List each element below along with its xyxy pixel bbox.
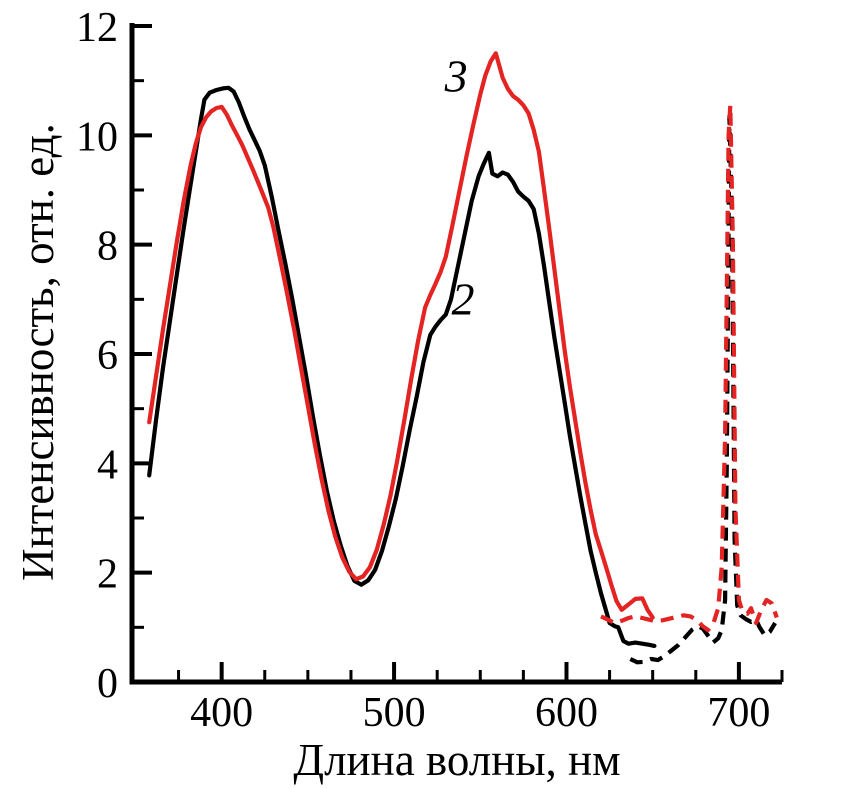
curve-3-dashed [600, 103, 779, 633]
y-axis-major-ticks: 0 2 4 6 8 10 12 [76, 5, 152, 707]
x-tick-label-400: 400 [190, 690, 253, 736]
x-tick-label-600: 600 [535, 690, 598, 736]
y-axis-minor-ticks [132, 79, 144, 629]
x-axis-major-ticks: 400 500 600 700 [190, 662, 770, 736]
curve-2-label: 2 [452, 274, 475, 325]
x-axis-title: Длина волны, нм [293, 735, 621, 785]
y-tick-label-8: 8 [97, 224, 118, 270]
x-axis-minor-ticks [177, 670, 784, 682]
y-axis-title: Интенсивность, отн. ед. [13, 123, 63, 581]
y-tick-label-12: 12 [76, 5, 118, 51]
y-tick-label-6: 6 [97, 333, 118, 379]
curve-3-label: 3 [444, 51, 468, 102]
y-tick-label-4: 4 [97, 442, 118, 488]
y-tick-label-2: 2 [97, 552, 118, 598]
y-tick-label-10: 10 [76, 114, 118, 160]
curve-3-solid [147, 51, 655, 620]
curve-2-solid [147, 85, 657, 649]
y-tick-label-0: 0 [97, 661, 118, 707]
x-tick-label-500: 500 [363, 690, 426, 736]
x-tick-label-700: 700 [707, 690, 770, 736]
curve-2-dashed [629, 114, 777, 665]
